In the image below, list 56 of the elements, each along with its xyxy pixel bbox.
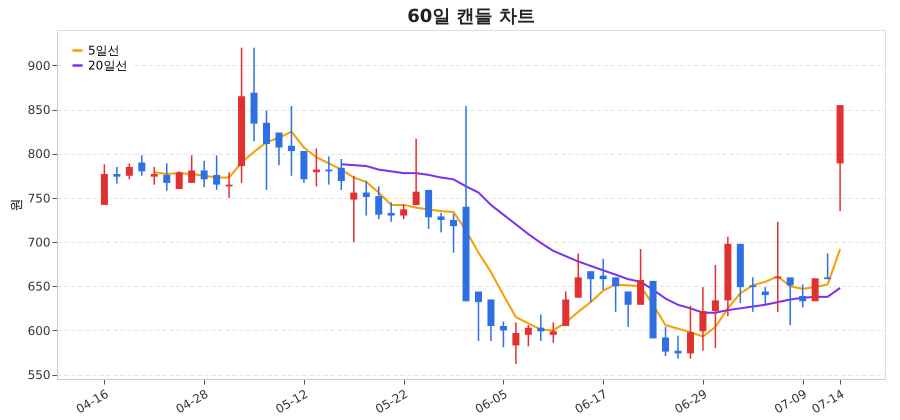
candlestick [762, 286, 769, 305]
candlestick [699, 286, 706, 352]
candlestick [799, 284, 806, 308]
legend-label: 20일선 [88, 58, 128, 72]
candlestick [126, 162, 133, 180]
candlestick [774, 220, 782, 313]
candlestick [375, 186, 382, 220]
candlestick [275, 132, 282, 166]
candlestick [612, 276, 620, 313]
candlestick [163, 162, 170, 192]
candlestick [474, 290, 482, 342]
candlestick [574, 252, 582, 298]
chart-title: 60일 캔들 차트 [407, 6, 535, 27]
candlestick [550, 322, 557, 344]
candlestick [150, 166, 158, 186]
y-axis-title: 원 [10, 198, 25, 212]
candlestick [786, 276, 794, 326]
candlestick [176, 170, 183, 190]
y-tick-label: 900 [28, 58, 50, 73]
y-tick-label: 850 [28, 103, 50, 118]
y-tick-label: 600 [28, 324, 50, 338]
candlestick [537, 314, 544, 342]
candlestick [624, 290, 632, 328]
candlestick [338, 158, 345, 191]
candlestick [263, 110, 270, 191]
candlestick [662, 326, 670, 357]
candlestick [500, 320, 507, 348]
candlestick [213, 154, 220, 191]
candlestick [138, 154, 146, 177]
y-tick-label: 700 [28, 236, 50, 250]
candlestick [325, 156, 332, 186]
candlestick [600, 258, 607, 291]
legend-label: 5일선 [88, 44, 120, 58]
candlestick [312, 148, 320, 188]
candlestick [226, 172, 233, 199]
candlestick [686, 304, 694, 360]
y-tick-label: 800 [28, 147, 50, 162]
candlestick [450, 213, 458, 254]
y-tick-label: 650 [28, 280, 50, 294]
candlestick [524, 324, 532, 348]
candlestick [438, 212, 445, 234]
candlestick [388, 202, 395, 222]
candlestick [412, 138, 420, 206]
candlestick [188, 154, 196, 184]
y-tick-label: 750 [28, 191, 50, 206]
candlestick [512, 322, 520, 365]
candlestick [362, 180, 370, 216]
candlestick [712, 264, 719, 349]
candlestick [400, 203, 408, 220]
candlestick [113, 166, 120, 184]
candlestick [587, 270, 594, 303]
candlestick [674, 334, 682, 360]
candlestick [288, 105, 295, 177]
candlestick [200, 160, 208, 188]
y-tick-label: 550 [28, 368, 50, 382]
candlestick [350, 175, 358, 243]
